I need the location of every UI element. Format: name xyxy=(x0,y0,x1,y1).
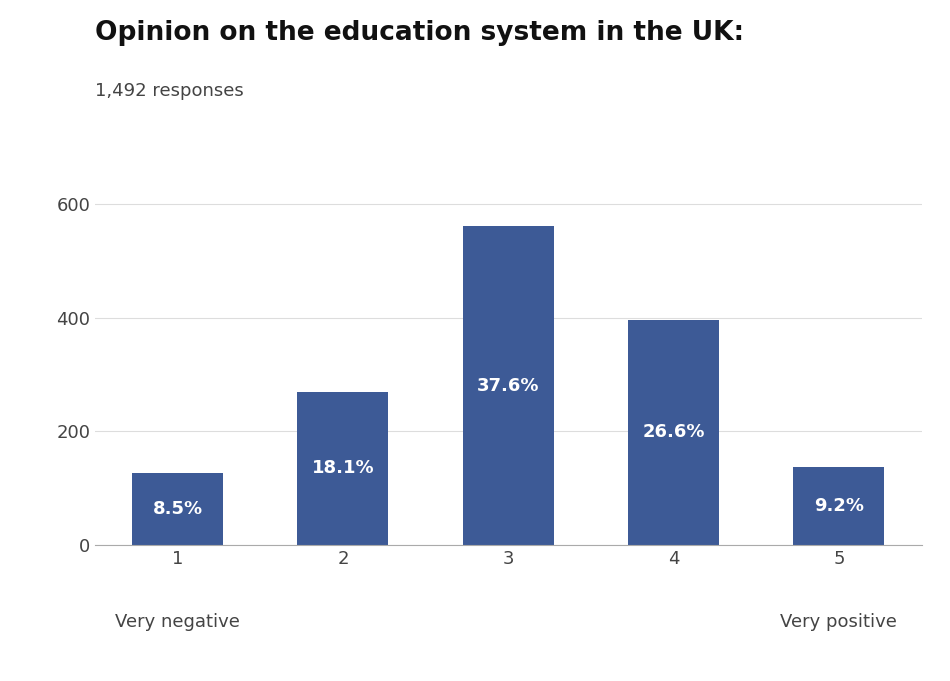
Bar xyxy=(132,473,223,545)
Bar xyxy=(463,226,554,545)
Text: 18.1%: 18.1% xyxy=(312,459,374,477)
Text: Very positive: Very positive xyxy=(780,613,898,631)
Text: Opinion on the education system in the UK:: Opinion on the education system in the U… xyxy=(95,20,744,46)
Text: 26.6%: 26.6% xyxy=(642,423,705,441)
Text: 8.5%: 8.5% xyxy=(153,500,202,518)
Text: 9.2%: 9.2% xyxy=(814,497,864,515)
Bar xyxy=(793,467,884,545)
Text: Very negative: Very negative xyxy=(115,613,240,631)
Text: 1,492 responses: 1,492 responses xyxy=(95,82,244,99)
Bar xyxy=(628,319,719,545)
Text: 37.6%: 37.6% xyxy=(477,377,540,394)
Bar xyxy=(297,392,389,545)
